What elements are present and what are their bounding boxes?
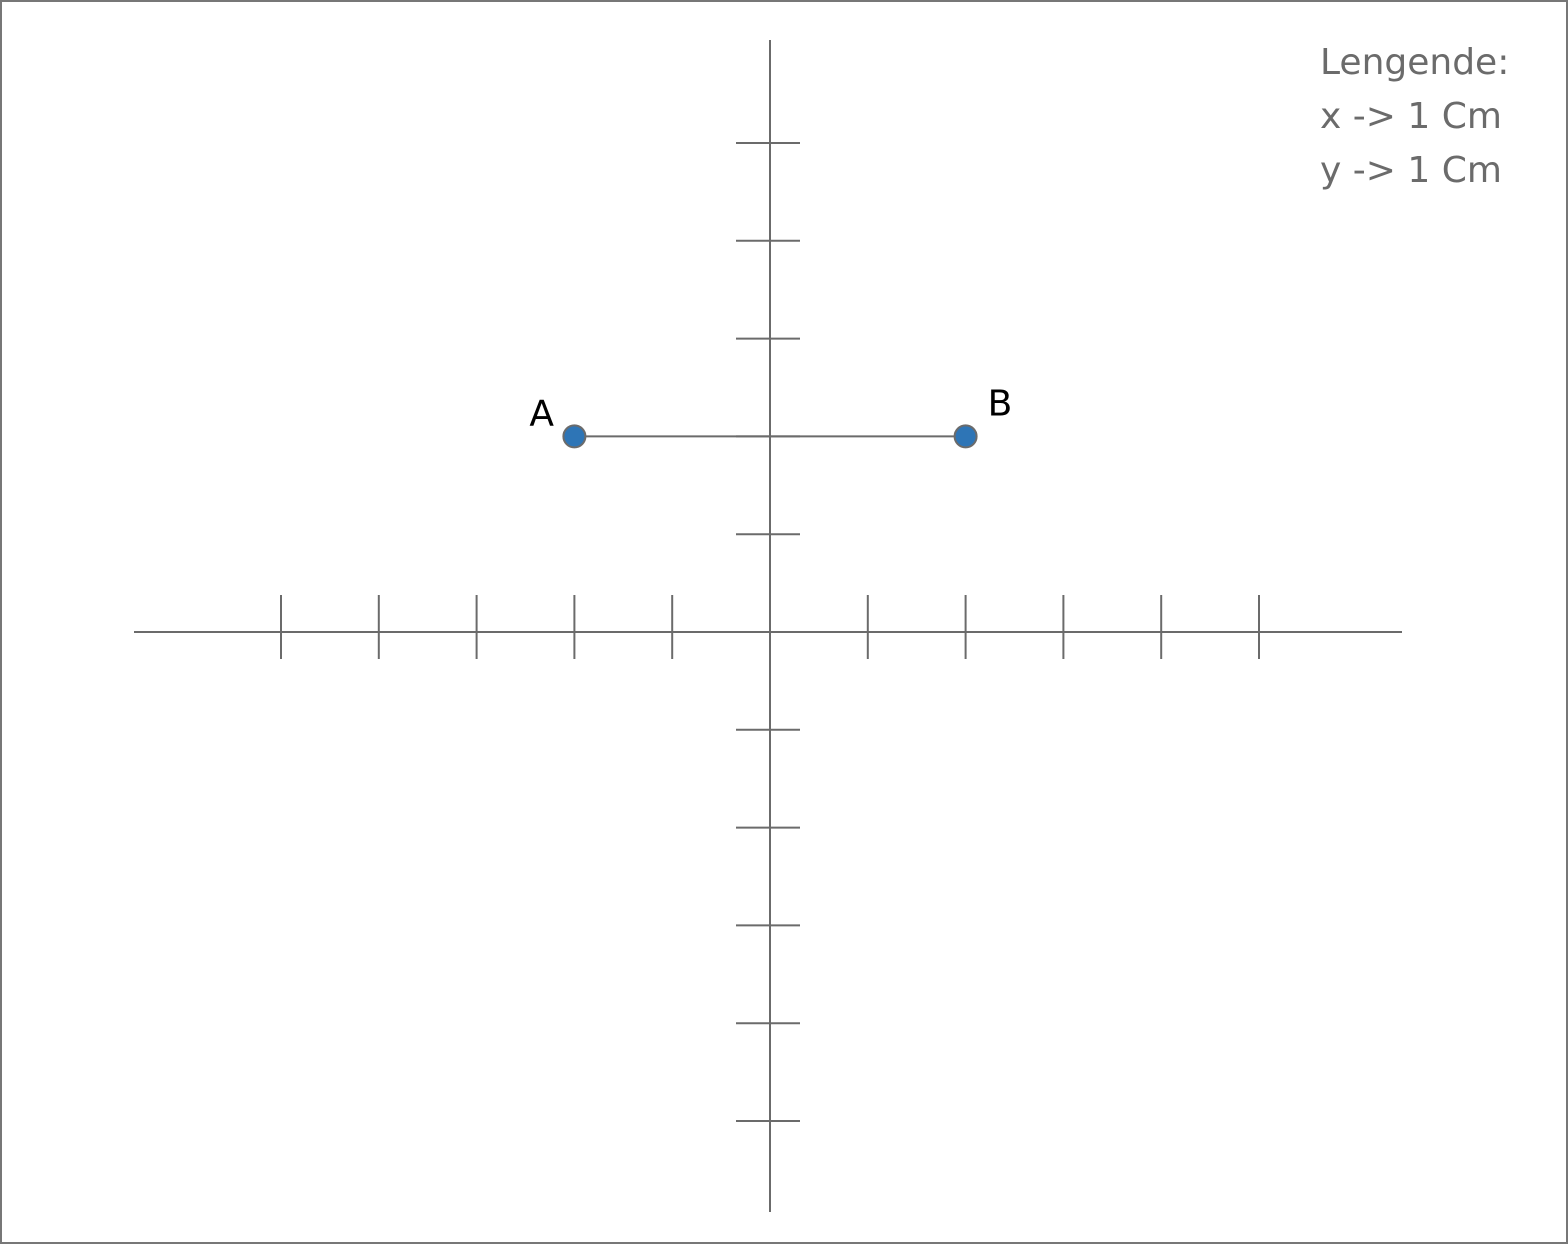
legend: Lengende: x -> 1 Cm y -> 1 Cm [1320, 36, 1509, 198]
point-label-B: B [988, 383, 1013, 424]
legend-y-scale: y -> 1 Cm [1320, 150, 1502, 191]
point-A [562, 424, 587, 449]
x-axis-ticks [280, 595, 1260, 659]
point-label-A: A [529, 393, 554, 434]
legend-title: Lengende: [1320, 42, 1510, 83]
point-B [953, 424, 978, 449]
legend-x-scale: x -> 1 Cm [1320, 96, 1502, 137]
